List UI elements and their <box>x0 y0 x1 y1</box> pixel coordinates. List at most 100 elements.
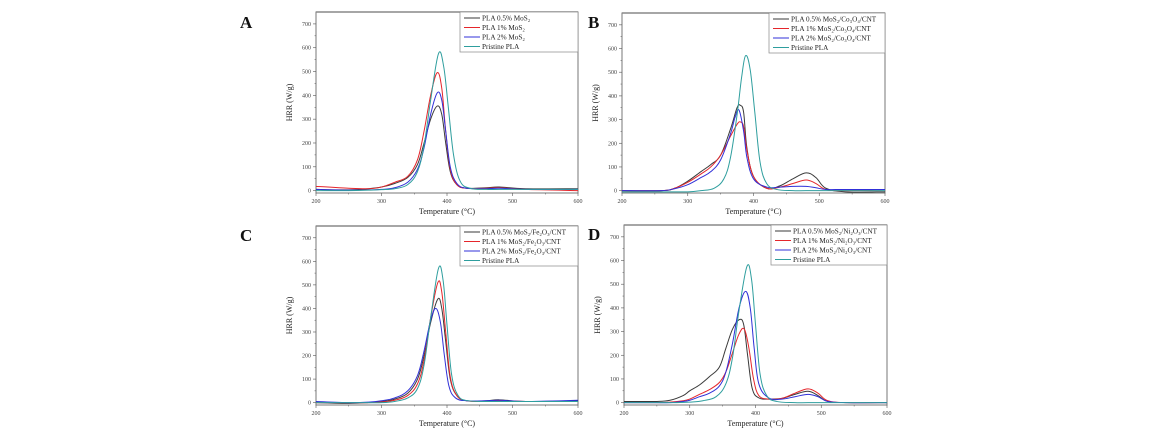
panel-c-x-axis-label: Temperature (°C) <box>419 419 476 428</box>
panel-d: 0 100 200 300 400 500 600 700 200 300 400 500 600 Tem… <box>588 224 892 428</box>
panel-b-xtick-label: 300 <box>683 199 692 205</box>
panel-a-xtick-label: 500 <box>508 199 517 205</box>
panel-a-ytick-label: 400 <box>302 93 311 99</box>
panel-b-xtick-label: 400 <box>749 199 758 205</box>
panel-a-xtick-label: 400 <box>443 199 452 205</box>
panel-c-xtick-label: 500 <box>508 411 517 417</box>
panel-d-legend <box>770 224 888 266</box>
panel-d-series-2-line <box>624 327 887 404</box>
panel-a-ytick-label: 700 <box>302 22 311 28</box>
panel-b-legend-entry: PLA 0.5% MoS₂/Co₃O₄/CNT <box>791 16 877 24</box>
panel-a-ytick-label: 600 <box>302 46 311 52</box>
panel-c-legend-entry: PLA 1% MoS₂/Fe₂O₃/CNT <box>482 238 561 246</box>
panel-d-legend-entry: PLA 1% MoS₂/Ni₂O₃/CNT <box>793 237 872 245</box>
panel-d-ytick-label: 300 <box>610 330 619 336</box>
panel-b-ytick-label: 500 <box>608 70 617 76</box>
panel-a-x-axis-label: Temperature (°C) <box>419 207 476 216</box>
panel-d-ytick-label: 200 <box>610 353 619 359</box>
panel-b-legend-entry: Pristine PLA <box>791 44 829 52</box>
panel-b-series-3-line <box>622 109 885 192</box>
panel-c-y-axis-label: HRR (W/g) <box>285 296 294 334</box>
panel-a-ytick-label: 200 <box>302 141 311 147</box>
panel-d-ytick-label: 700 <box>610 235 619 241</box>
panel-b-xtick-label: 600 <box>881 199 890 205</box>
panel-b-x-axis-label: Temperature (°C) <box>725 207 782 216</box>
panel-c-ytick-label: 400 <box>302 306 311 312</box>
panel-a-xtick-label: 200 <box>312 199 321 205</box>
panel-d-legend-entry: PLA 0.5% MoS₂/Ni₂O₃/CNT <box>793 228 878 236</box>
panel-c-ytick-label: 200 <box>302 354 311 360</box>
panel-c-letter: C <box>240 226 252 245</box>
panel-d-legend-entry: Pristine PLA <box>793 256 831 264</box>
panel-a-xtick-label: 600 <box>574 199 583 205</box>
panel-b-ytick-label: 200 <box>608 141 617 147</box>
panel-d-xtick-label: 400 <box>751 411 760 417</box>
panel-a-ytick-label: 0 <box>308 189 311 195</box>
panel-c-ytick-label: 100 <box>302 377 311 383</box>
panel-b-ytick-label: 400 <box>608 94 617 100</box>
panel-c-xtick-label: 200 <box>312 411 321 417</box>
panel-c-xtick-label: 600 <box>574 411 583 417</box>
panel-c-legend-entry: PLA 0.5% MoS₂/Fe₂O₃/CNT <box>482 229 567 237</box>
panel-b-y-axis-label: HRR (W/g) <box>591 84 600 122</box>
panel-d-series-1-line <box>624 318 887 404</box>
panel-d-xtick-label: 600 <box>883 411 892 417</box>
panel-a-ytick-label: 300 <box>302 117 311 123</box>
panel-c-series-2-line <box>316 280 578 404</box>
panel-d-legend-entry: PLA 2% MoS₂/Ni₂O₃/CNT <box>793 247 872 255</box>
panel-c-ytick-label: 0 <box>308 401 311 407</box>
panel-c-ytick-label: 700 <box>302 236 311 242</box>
panel-b-ytick-label: 300 <box>608 118 617 124</box>
panel-a-letter: A <box>240 13 253 32</box>
panel-c-ytick-label: 600 <box>302 259 311 265</box>
panel-b-ytick-label: 0 <box>614 189 617 195</box>
panel-d-letter: D <box>588 225 600 244</box>
panel-a-series-4-line <box>316 51 578 192</box>
panel-c-series-3-line <box>316 307 578 404</box>
panel-b-series-2-line <box>622 121 885 192</box>
panel-c: 0 100 200 300 400 500 600 700 200 300 400 500 600 Tem… <box>240 225 583 428</box>
panel-a-xtick-label: 300 <box>377 199 386 205</box>
panel-c-series-4-line <box>316 265 578 404</box>
panel-a-ytick-label: 500 <box>302 70 311 76</box>
panel-a-ytick-label: 100 <box>302 165 311 171</box>
panel-d-series-4-line <box>624 264 887 404</box>
panel-b-series-4-line <box>622 54 885 193</box>
panel-c-ytick-label: 300 <box>302 330 311 336</box>
panel-b-xtick-label: 500 <box>815 199 824 205</box>
panel-d-ytick-label: 400 <box>610 306 619 312</box>
panel-a-legend-entry: PLA 1% MoS₂ <box>482 24 525 32</box>
panel-d-xtick-label: 300 <box>685 411 694 417</box>
panel-c-xtick-label: 400 <box>443 411 452 417</box>
panel-b-letter: B <box>588 13 599 32</box>
panel-c-legend-entry: PLA 2% MoS₂/Fe₂O₃/CNT <box>482 248 561 256</box>
panel-b-series-1-line <box>622 104 885 193</box>
panel-d-series-3-line <box>624 290 887 404</box>
panel-b-xtick-label: 200 <box>618 199 627 205</box>
panel-b-ytick-label: 100 <box>608 165 617 171</box>
panel-a-legend <box>459 11 579 53</box>
panel-c-legend <box>459 225 579 267</box>
panel-c-xtick-label: 300 <box>377 411 386 417</box>
panel-a-legend-entry: PLA 2% MoS₂ <box>482 34 525 42</box>
panel-d-ytick-label: 100 <box>610 377 619 383</box>
panel-d-xtick-label: 500 <box>817 411 826 417</box>
panel-a-legend-entry: PLA 0.5% MoS₂ <box>482 15 531 23</box>
panel-d-x-axis-label: Temperature (°C) <box>727 419 784 428</box>
panel-d-xtick-label: 200 <box>620 411 629 417</box>
panel-c-legend-entry: Pristine PLA <box>482 257 520 265</box>
panel-b-legend-entry: PLA 1% MoS₂/Co₃O₄/CNT <box>791 25 871 33</box>
panel-a-series-3-line <box>316 91 578 191</box>
panel-a-y-axis-label: HRR (W/g) <box>285 83 294 121</box>
panel-b: 0 100 200 300 400 500 600 700 200 300 400 500 600 Tem… <box>588 12 890 216</box>
panel-d-ytick-label: 500 <box>610 282 619 288</box>
panel-a: 0 100 200 300 400 500 600 700 200 300 400 500 600 Tem… <box>240 11 583 216</box>
panel-c-ytick-label: 500 <box>302 283 311 289</box>
panel-a-legend-entry: Pristine PLA <box>482 43 520 51</box>
panel-b-ytick-label: 700 <box>608 23 617 29</box>
panel-d-ytick-label: 0 <box>616 401 619 407</box>
panel-b-legend-entry: PLA 2% MoS₂/Co₃O₄/CNT <box>791 35 871 43</box>
panel-d-ytick-label: 600 <box>610 259 619 265</box>
panel-b-ytick-label: 600 <box>608 47 617 53</box>
